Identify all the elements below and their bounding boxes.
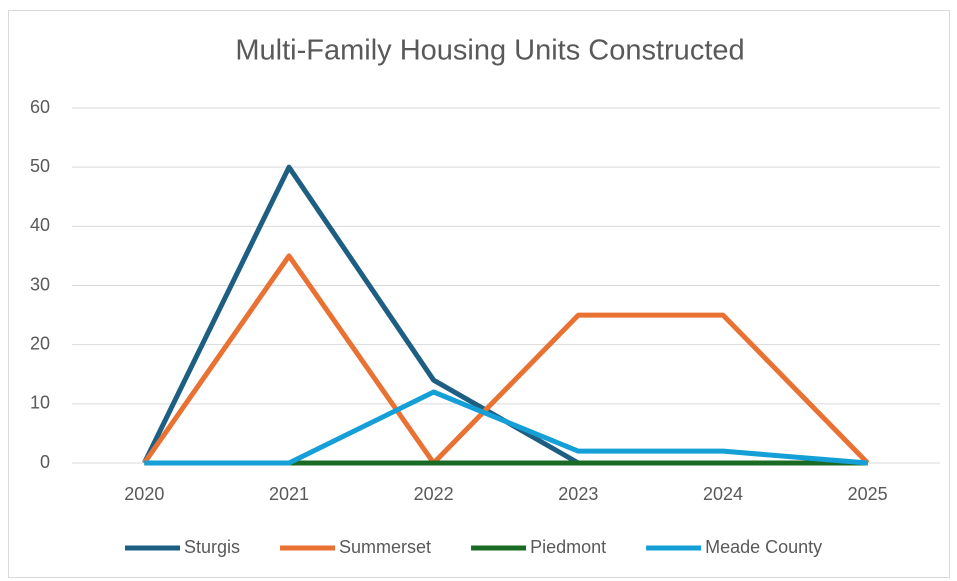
y-tick-label: 60 (30, 97, 50, 117)
chart-title: Multi-Family Housing Units Constructed (235, 35, 744, 67)
chart-border (8, 10, 950, 578)
legend-label: Summerset (339, 537, 431, 557)
legend-label: Piedmont (530, 537, 606, 557)
series-line (142, 253, 870, 466)
y-tick-label: 20 (30, 333, 50, 353)
legend-label: Sturgis (184, 537, 240, 557)
y-tick-label: 30 (30, 274, 50, 294)
x-tick-label: 2022 (414, 484, 454, 504)
y-tick-label: 0 (40, 452, 50, 472)
x-tick-label: 2021 (269, 484, 309, 504)
y-tick-label: 40 (30, 215, 50, 235)
y-tick-label: 10 (30, 393, 50, 413)
x-tick-label: 2023 (558, 484, 598, 504)
x-tick-label: 2025 (848, 484, 888, 504)
series-line (144, 389, 868, 466)
x-tick-label: 2020 (124, 484, 164, 504)
y-tick-label: 50 (30, 156, 50, 176)
x-tick-label: 2024 (703, 484, 743, 504)
legend-label: Meade County (705, 537, 822, 557)
